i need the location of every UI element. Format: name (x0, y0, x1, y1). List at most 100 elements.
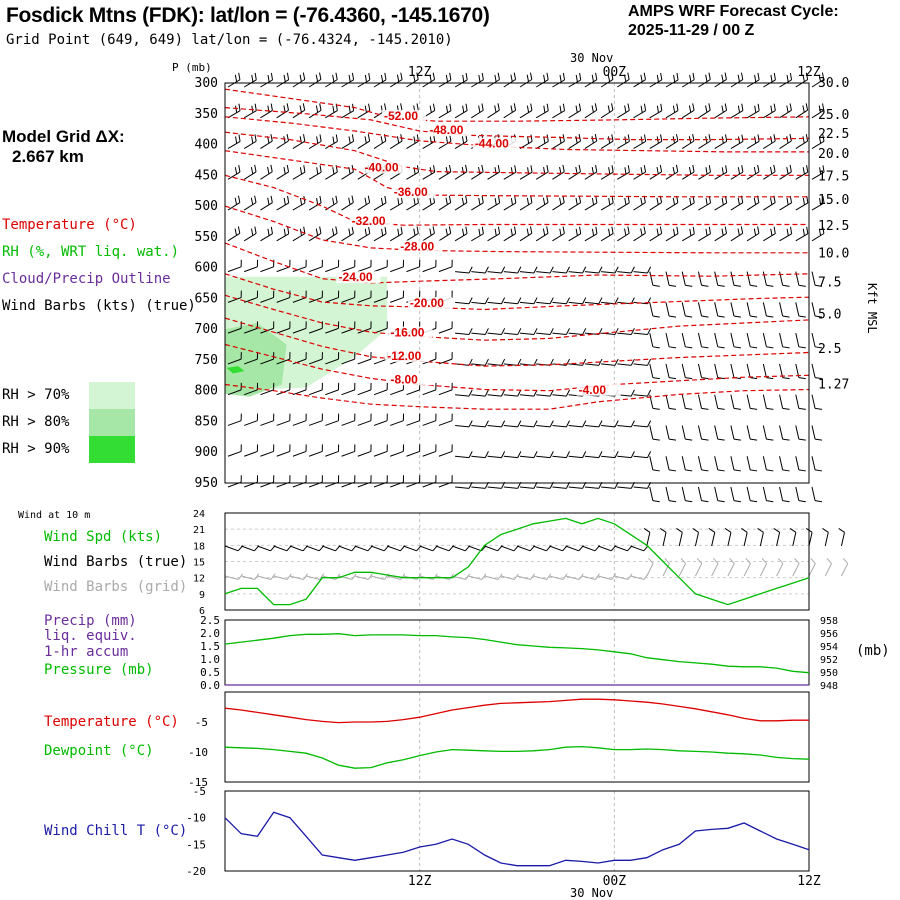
wind-barb (341, 259, 356, 273)
wind-barb-flag (331, 228, 335, 236)
wind-barb (746, 134, 760, 149)
wind-barb (600, 165, 614, 180)
surface-barb-grid-flag (530, 573, 536, 580)
wind-barb-flag (348, 197, 351, 205)
wind-barb-flag (546, 134, 549, 142)
wind-barb-staff (519, 332, 534, 336)
wind-barb-flag (782, 315, 790, 318)
wind-barb-flag (802, 136, 805, 144)
wind-barb-staff (762, 486, 767, 501)
wind-barb-staff (584, 271, 599, 274)
wind-barb-flag (315, 105, 319, 113)
wind-barb-staff (373, 140, 387, 149)
pressure-tick-label: 650 (195, 291, 218, 306)
wind-barb (568, 226, 582, 242)
wind-barb (795, 456, 806, 472)
wind-barb (601, 328, 619, 336)
wind-barb-staff (633, 271, 648, 274)
wind-barb (292, 290, 307, 303)
wind-barb-staff (341, 420, 355, 426)
wind-barb-flag (445, 167, 448, 175)
wind-barb-staff (308, 389, 323, 396)
wind-barb (649, 271, 660, 287)
wind-barb-flag (782, 469, 790, 472)
wind-barb-flag (652, 500, 660, 503)
wind-barb-flag (753, 228, 757, 236)
wind-barb-flag (579, 72, 582, 80)
wind-barb (584, 420, 603, 428)
wind-barb-flag (798, 346, 806, 349)
wind-barb (746, 363, 758, 380)
surface-barb-true (581, 545, 596, 552)
wind-barb-flag (416, 103, 419, 111)
wind-barb-flag (614, 358, 619, 366)
pressure-tick-label: 300 (195, 76, 218, 91)
wind-barb-flag (614, 420, 619, 428)
wind-barb-staff (292, 109, 305, 119)
wind-barb-staff (390, 420, 404, 426)
surface-barb-true (646, 532, 651, 547)
wind-barb-staff (730, 456, 735, 471)
height-tick-label: 10.0 (818, 246, 849, 261)
wind-barb-flag (283, 105, 286, 113)
wind-barb-staff (244, 358, 258, 365)
wind-barb (633, 195, 646, 211)
wind-barb-staff (438, 358, 453, 365)
legend-temperature: Temperature (°C) (2, 217, 137, 233)
wind-barb-flag (591, 167, 594, 175)
wind-barb-staff (617, 109, 630, 119)
wind-barb-flag (611, 226, 614, 234)
surface-barb-grid-flag (319, 573, 325, 580)
wind-barb-flag (798, 407, 806, 410)
wind-barb-flag (611, 195, 614, 204)
wind-barb (697, 302, 709, 318)
wind-barb (487, 72, 500, 88)
wind-barb-staff (438, 202, 451, 211)
wind-barb-flag (689, 74, 692, 82)
wind-barb-staff (697, 302, 702, 317)
wind-barb-flag (433, 165, 436, 173)
wind-barb-flag (685, 284, 693, 287)
wind-barb-staff (357, 450, 372, 457)
wind-barb-flag (319, 195, 322, 203)
wind-barb (292, 352, 307, 365)
wind-barb-flag (234, 74, 238, 82)
wind-barb-flag (753, 197, 757, 205)
wind-barb-flag (481, 226, 484, 234)
wind-barb-staff (762, 425, 767, 440)
wind-barb (519, 328, 538, 336)
wind-barb (227, 72, 241, 88)
wind-barb-staff (471, 332, 486, 336)
surface-barb-grid (354, 575, 369, 580)
wind-barb-staff (811, 202, 825, 211)
wind-barb-flag (725, 165, 728, 173)
wind-barb (487, 195, 501, 211)
wind-barb (779, 456, 790, 472)
wind-barb-staff (665, 110, 679, 119)
wind-barb-flag (668, 315, 677, 318)
wind-barb-staff (811, 456, 816, 471)
wind-barb-staff (665, 363, 670, 378)
wind-barb (292, 165, 306, 180)
height-tick-label: 12.5 (818, 219, 849, 234)
wind-barb-flag (465, 164, 468, 172)
wind-barb-flag (652, 438, 660, 441)
wind-barb-flag (396, 74, 400, 82)
wind-barb (373, 382, 388, 396)
wind-barb-flag (582, 266, 587, 274)
wind-barb-flag (582, 297, 587, 305)
wind-barb-staff (260, 202, 273, 211)
wind-barb-flag (786, 105, 789, 113)
wind-barb-flag (529, 226, 533, 234)
wind-barb-flag (640, 74, 643, 82)
wind-barb-flag (562, 195, 565, 203)
wind-barb (633, 72, 646, 88)
wind-barb (422, 475, 437, 488)
wind-barb-staff (373, 450, 388, 457)
wind-barb-staff (471, 394, 486, 397)
wind-barb-flag (754, 74, 757, 82)
wind-barb-staff (714, 425, 719, 440)
wind-barb-flag (724, 226, 728, 234)
wind-barb-flag (299, 136, 302, 144)
surface-barb-true (614, 545, 628, 552)
